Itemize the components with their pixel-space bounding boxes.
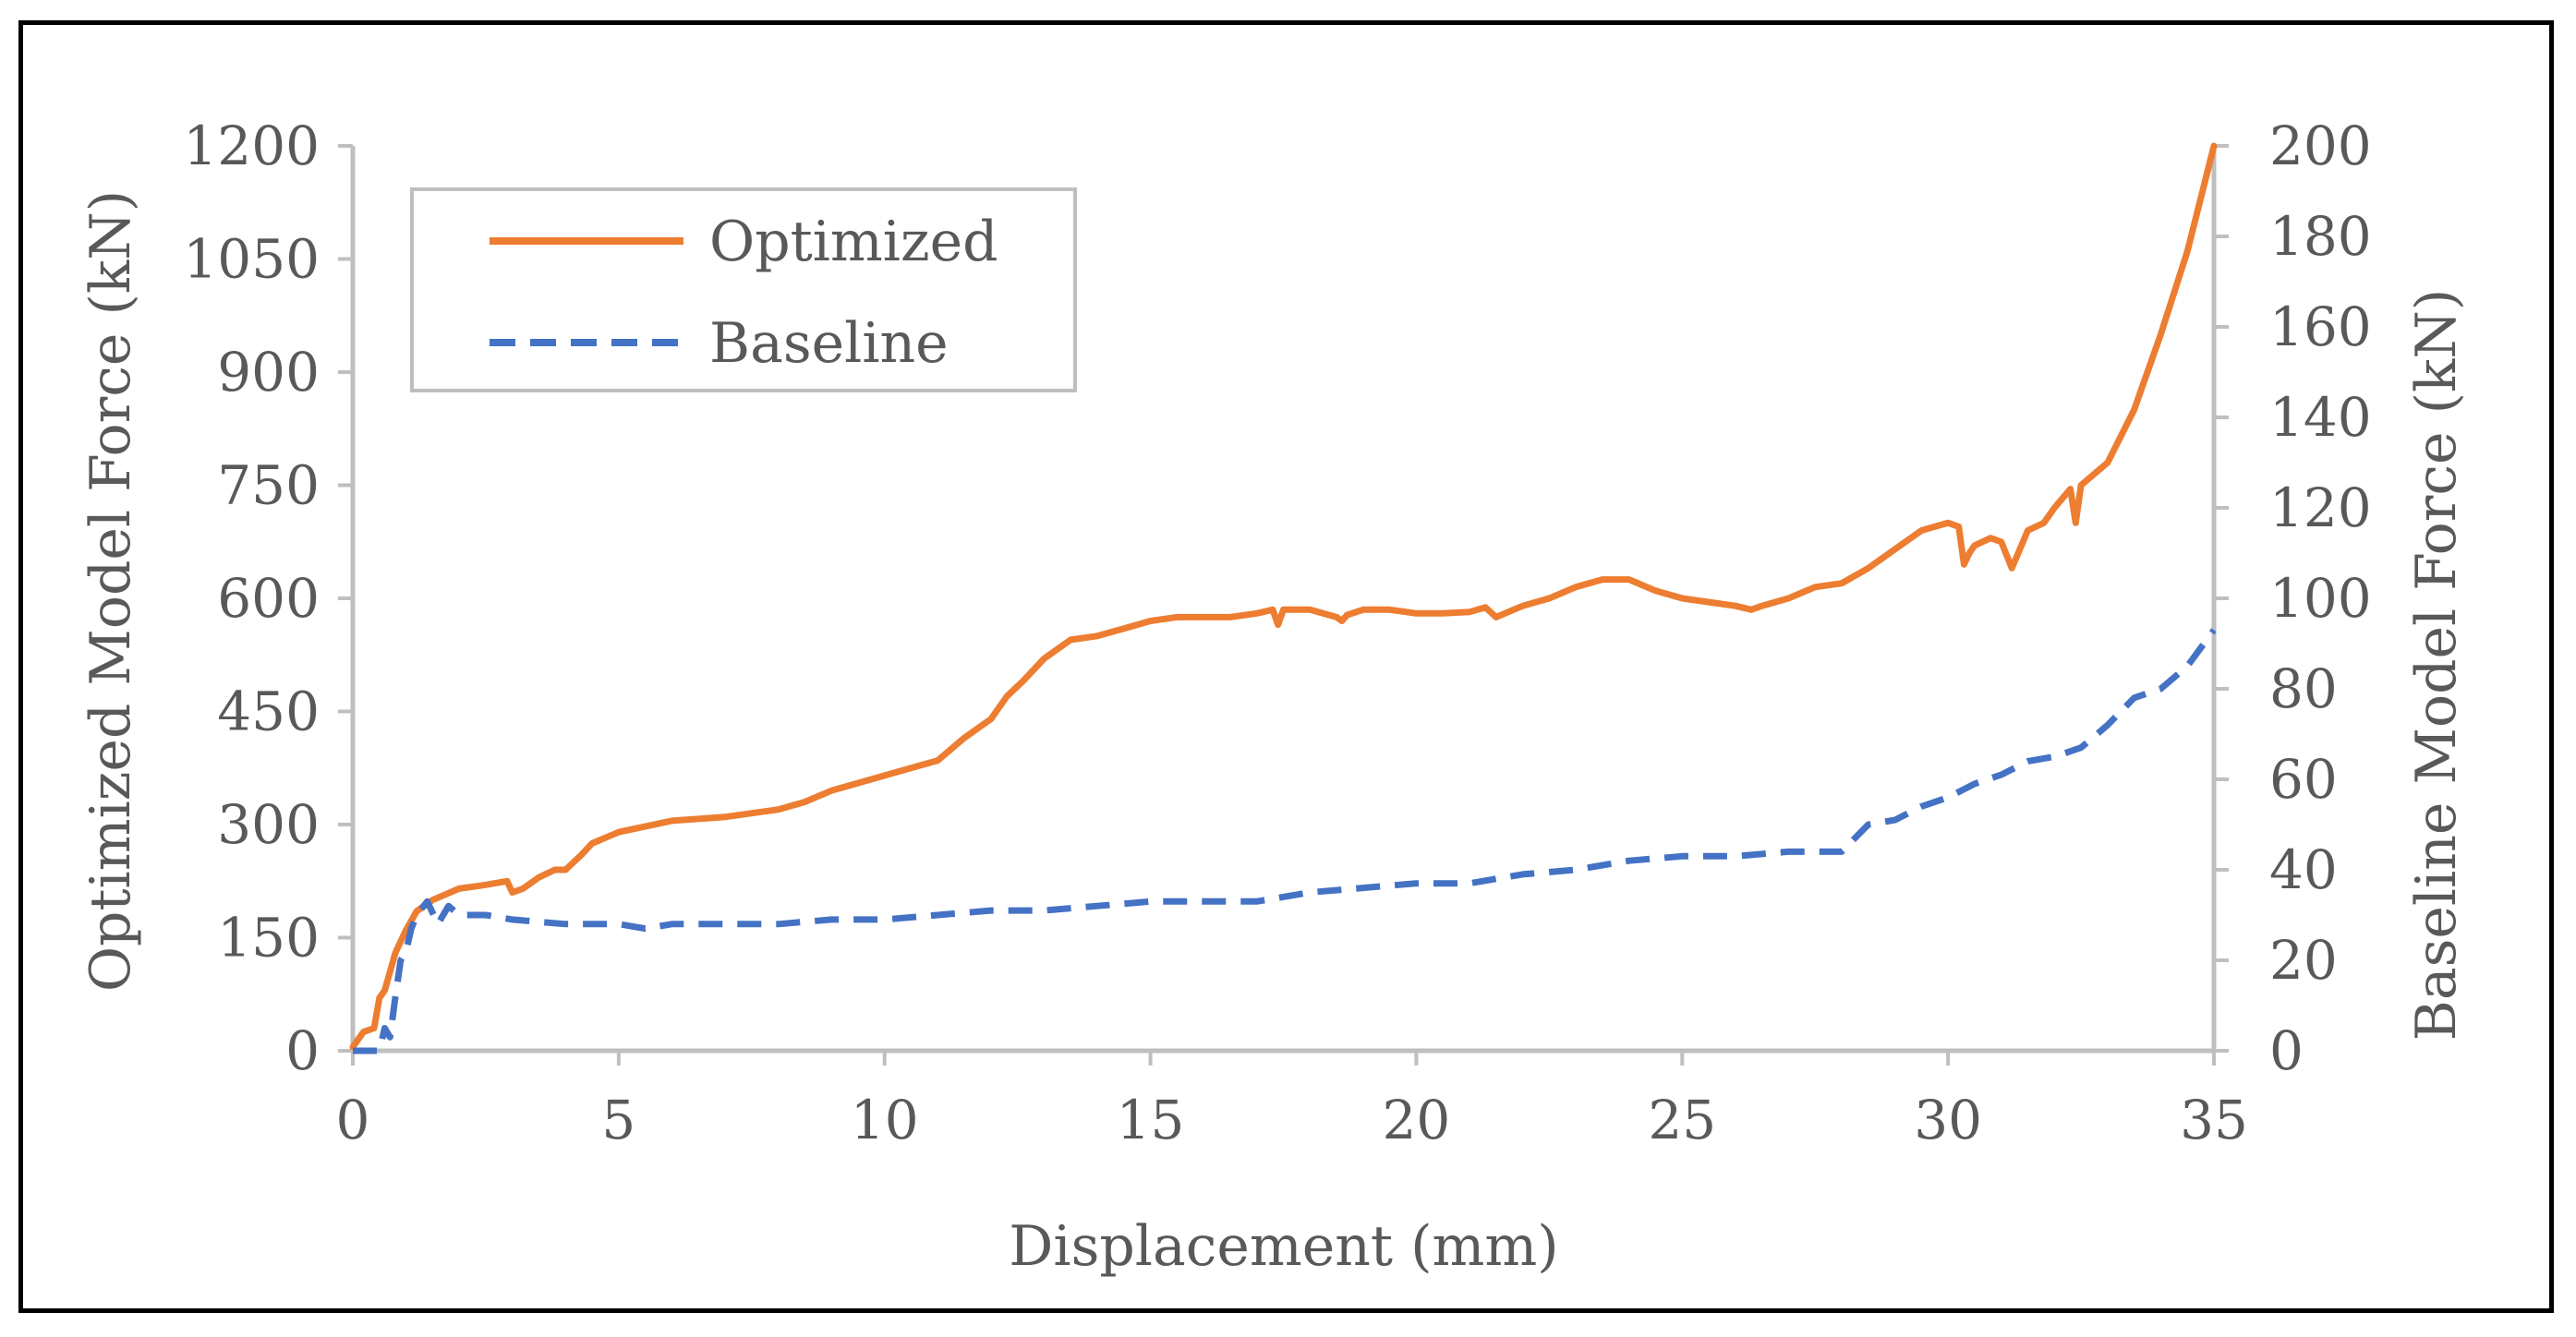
y-tick-label: 150: [217, 907, 320, 970]
x-tick-label: 10: [851, 1089, 919, 1151]
x-tick-label: 5: [601, 1089, 635, 1151]
y-tick-label: 1050: [183, 228, 320, 291]
series-line-baseline: [353, 628, 2217, 1054]
y2-tick-label: 20: [2269, 929, 2338, 992]
y2-tick-label: 80: [2269, 657, 2338, 720]
y2-tick-label: 180: [2269, 205, 2372, 268]
y2-axis-title: Baseline Model Force (kN): [2404, 289, 2469, 1042]
y2-tick-label: 100: [2269, 567, 2372, 630]
plot-area: [349, 142, 2218, 1054]
legend-label-optimized: Optimized: [709, 210, 998, 274]
y-tick-label: 0: [285, 1019, 320, 1082]
legend: Optimized Baseline: [410, 187, 1077, 392]
x-axis-title: Displacement (mm): [1009, 1214, 1558, 1279]
y2-tick-label: 40: [2269, 838, 2338, 901]
x-tick-label: 35: [2180, 1089, 2248, 1151]
x-tick-label: 25: [1648, 1089, 1716, 1151]
legend-box: [410, 187, 1077, 392]
x-tick-label: 15: [1117, 1089, 1185, 1151]
y-tick-label: 900: [217, 341, 320, 404]
y-axis-title: Optimized Model Force (kN): [79, 190, 143, 992]
y-tick-label: 1200: [183, 114, 320, 177]
y2-tick-label: 140: [2269, 386, 2372, 449]
y-tick-label: 450: [217, 681, 320, 743]
legend-label-baseline: Baseline: [709, 311, 949, 376]
x-tick-label: 30: [1914, 1089, 1982, 1151]
y2-tick-label: 160: [2269, 295, 2372, 358]
y2-tick-label: 120: [2269, 476, 2372, 539]
y-tick-label: 600: [217, 567, 320, 630]
y2-tick-label: 0: [2269, 1019, 2304, 1082]
y2-tick-label: 200: [2269, 114, 2372, 177]
y2-tick-label: 60: [2269, 748, 2338, 811]
x-tick-label: 0: [336, 1089, 370, 1151]
y-tick-label: 750: [217, 454, 320, 517]
y-tick-label: 300: [217, 793, 320, 856]
axes: 0150300450600750900105012000204060801001…: [183, 114, 2371, 1151]
x-tick-label: 20: [1383, 1089, 1451, 1151]
series-line-optimized: [349, 142, 2218, 1051]
